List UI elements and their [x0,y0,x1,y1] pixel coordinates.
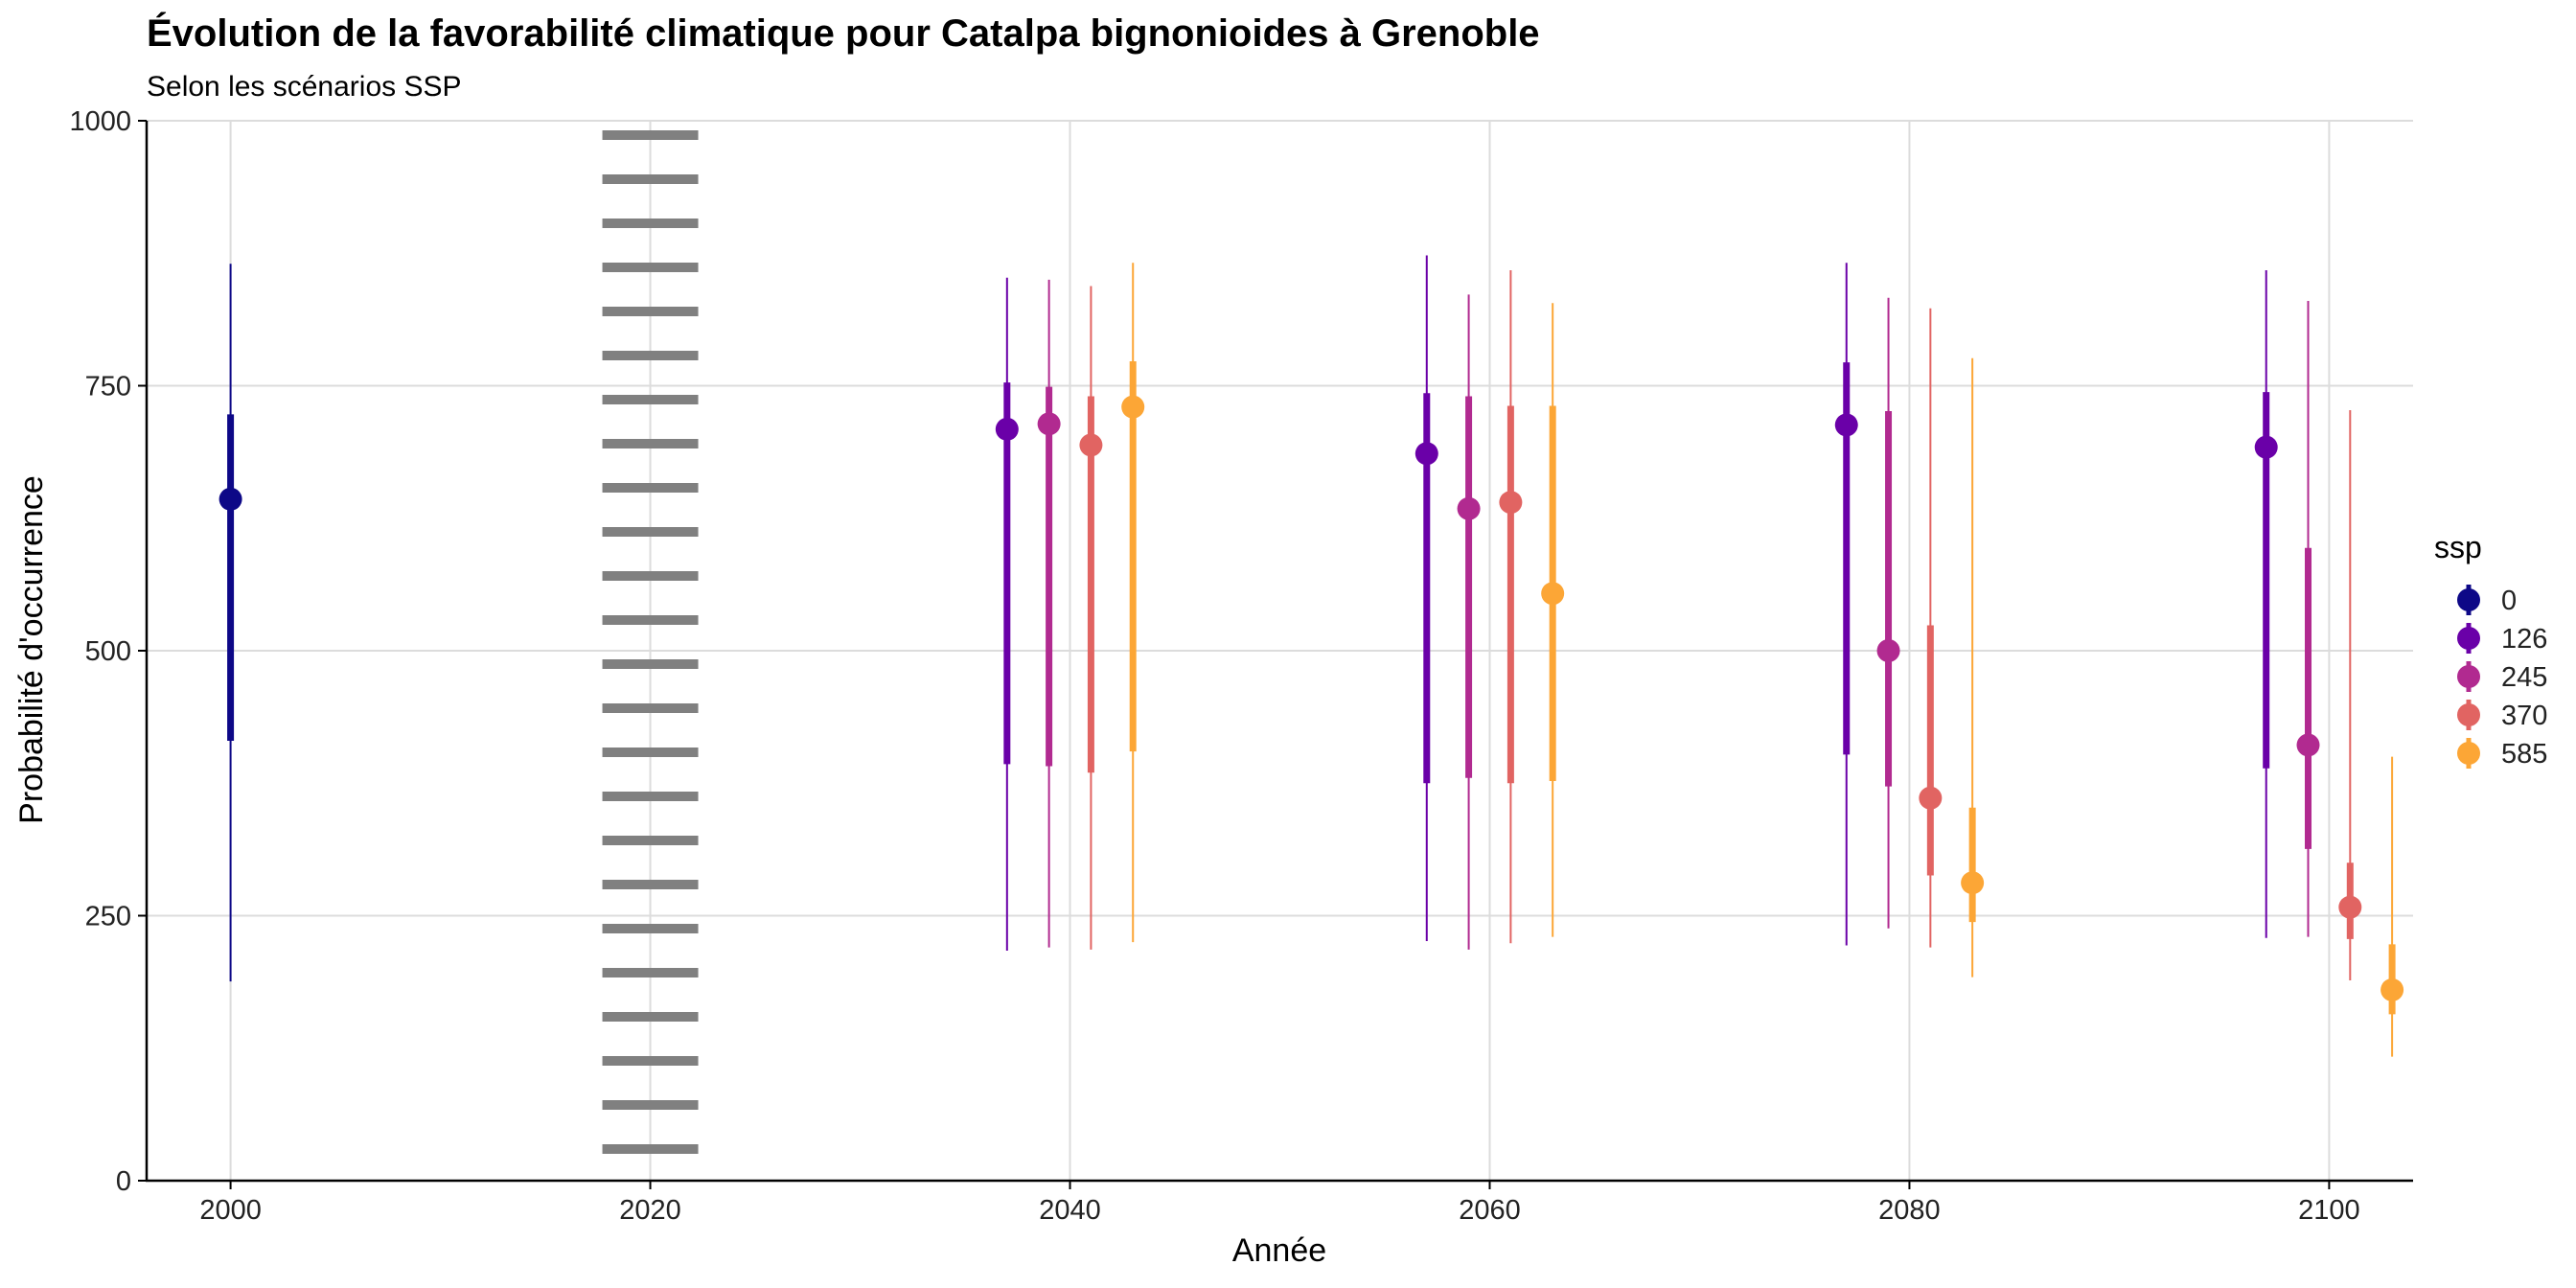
legend-label: 0 [2501,586,2517,616]
legend-label: 126 [2501,624,2547,655]
chart-title: Évolution de la favorabilité climatique … [147,12,1540,55]
x-tick-label: 2040 [1039,1195,1101,1226]
chart-subtitle: Selon les scénarios SSP [147,71,462,103]
x-axis-title: Année [1232,1232,1326,1269]
data-point [218,487,242,511]
legend-key-point [2457,665,2480,688]
y-tick-label: 250 [85,902,131,932]
legend-key-point [2457,703,2480,726]
y-tick-label: 500 [85,636,131,667]
data-marks [218,255,2404,1057]
x-tick-label: 2000 [199,1195,262,1226]
legend-label: 245 [2501,662,2547,693]
data-point [1457,496,1481,520]
x-tick-label: 2020 [619,1195,681,1226]
x-tick-label: 2080 [1878,1195,1941,1226]
y-axis-title: Probabilité d'occurrence [13,475,50,824]
axes: 2000 2020 2040 2060 2080 2100 0 250 500 750 1000 [69,106,2413,1226]
legend-key-point [2457,588,2480,611]
grid [147,120,2413,1182]
data-point [995,417,1019,441]
y-tick-label: 0 [116,1166,131,1197]
y-tick-label: 750 [85,372,131,402]
data-point [2254,435,2278,459]
legend: ssp 0 126 245 370 585 [2434,530,2547,770]
data-point [1414,442,1438,466]
data-point [2296,733,2320,757]
y-tick-label: 1000 [69,106,131,137]
data-point [2380,978,2404,1001]
legend-label: 585 [2501,739,2547,770]
data-point [1541,582,1565,606]
x-tick-label: 2060 [1459,1195,1521,1226]
x-tick-label: 2100 [2298,1195,2360,1226]
data-point [1961,871,1985,895]
data-point [2338,895,2362,919]
legend-title: ssp [2434,530,2482,564]
data-point [1079,433,1103,457]
legend-key-point [2457,742,2480,765]
data-point [1499,491,1523,515]
data-point [1121,395,1145,419]
data-point [1876,639,1900,662]
data-point [1834,413,1858,437]
data-point [1919,786,1943,810]
legend-label: 370 [2501,701,2547,731]
data-point [1037,412,1061,436]
legend-key-point [2457,627,2480,650]
